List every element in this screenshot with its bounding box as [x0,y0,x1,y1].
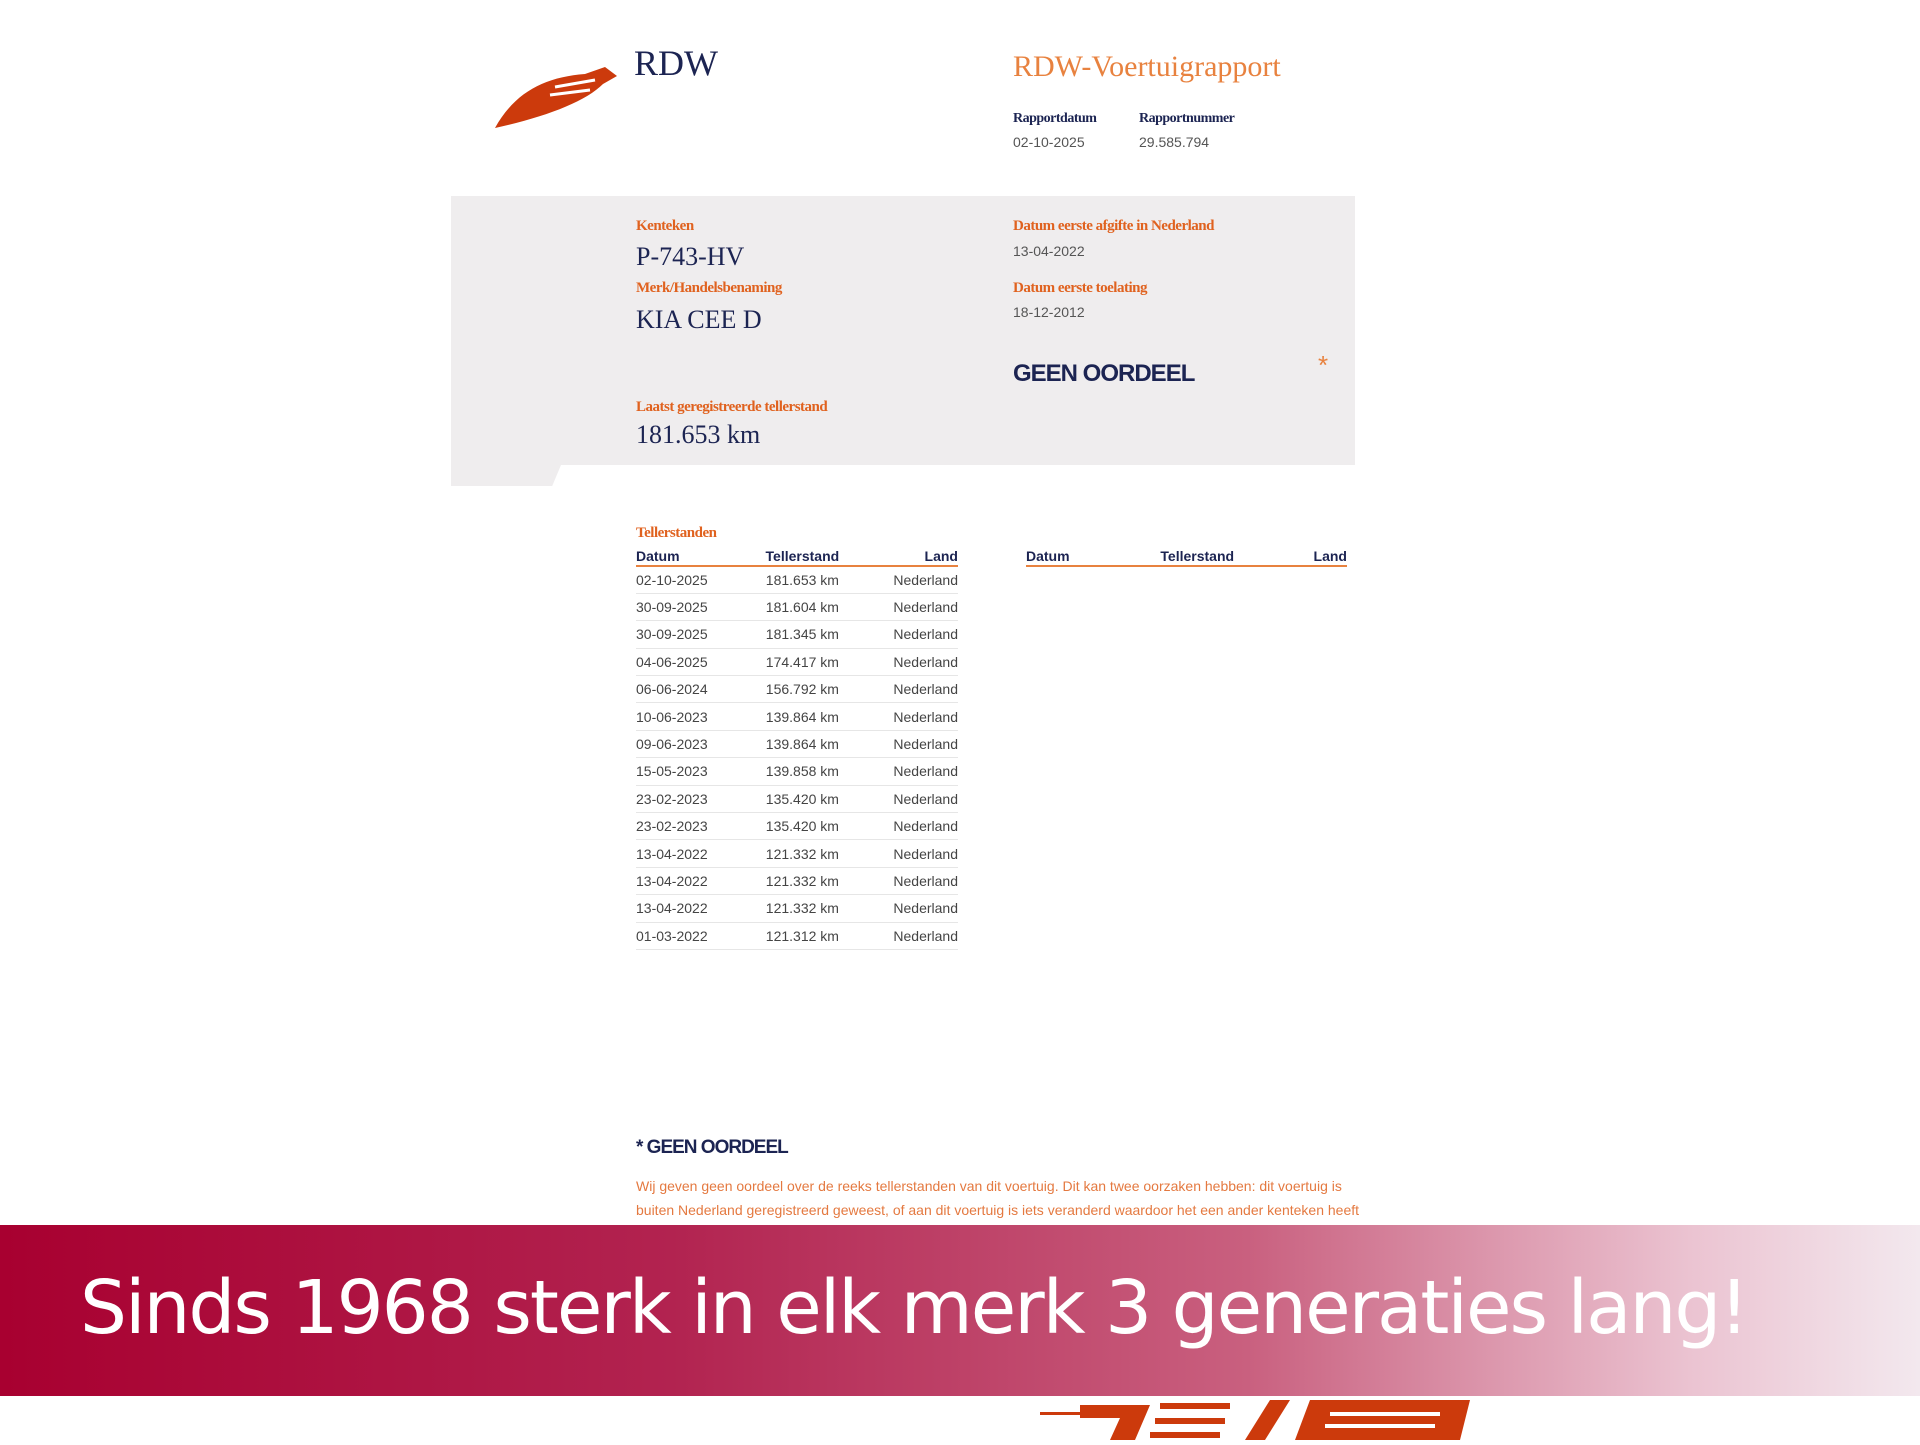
cell-date: 30-09-2025 [636,620,746,649]
table-row: 10-06-2023 139.864 km Nederland [636,702,958,731]
table-row: 13-04-2022 121.332 km Nederland [636,894,958,923]
cell-country: Nederland [858,922,958,950]
cell-date: 02-10-2025 [636,566,746,594]
dealer-logo-icon [1040,1400,1470,1445]
cell-country: Nederland [858,702,958,731]
slogan-banner [0,1225,1920,1396]
cell-country: Nederland [858,757,958,786]
cell-odo: 139.864 km [745,702,859,731]
cell-country: Nederland [858,785,958,814]
rdw-logo-icon [495,62,617,135]
cell-date: 04-06-2025 [636,648,746,677]
table-header: Datum Tellerstand Land [636,546,958,567]
cell-odo: 156.792 km [745,675,859,704]
table-row: 30-09-2025 181.345 km Nederland [636,620,958,649]
footnote-title: * GEEN OORDEEL [636,1137,789,1158]
col-odo: Tellerstand [745,546,859,567]
cell-odo: 121.332 km [745,894,859,923]
cell-country: Nederland [858,894,958,923]
cell-country: Nederland [858,812,958,841]
table-row: 13-04-2022 121.332 km Nederland [636,867,958,896]
plate-label: Kenteken [636,218,694,234]
cell-odo: 174.417 km [745,648,859,677]
verdict-mark: * [1318,350,1329,380]
report-date: 02-10-2025 [1013,134,1085,150]
odometer-title: Tellerstanden [636,525,717,541]
report-number: 29.585.794 [1139,134,1210,150]
cell-country: Nederland [858,620,958,649]
cell-odo: 121.332 km [745,867,859,896]
cell-date: 15-05-2023 [636,757,746,786]
logo-text: RDW [634,43,718,83]
cell-date: 10-06-2023 [636,702,746,731]
plate: P-743-HV [636,242,745,271]
table-header: Datum Tellerstand Land [1026,546,1347,567]
table-row: 30-09-2025 181.604 km Nederland [636,593,958,622]
verdict: GEEN OORDEEL [1013,360,1195,387]
cell-odo: 181.345 km [745,620,859,649]
cell-date: 06-06-2024 [636,675,746,704]
table-row: 04-06-2025 174.417 km Nederland [636,648,958,677]
col-date: Datum [636,546,746,567]
cell-date: 09-06-2023 [636,730,746,759]
cell-date: 13-04-2022 [636,839,746,868]
cell-date: 23-02-2023 [636,785,746,814]
report-number-label: Rapportnummer [1139,111,1235,126]
cell-country: Nederland [858,730,958,759]
report-date-label: Rapportdatum [1013,111,1097,126]
col-country: Land [1275,546,1347,567]
cell-date: 01-03-2022 [636,922,746,950]
table-row: 01-03-2022 121.312 km Nederland [636,922,958,950]
slogan-text: Sinds 1968 sterk in elk merk 3 generatie… [80,1265,1749,1351]
table-row: 23-02-2023 135.420 km Nederland [636,812,958,841]
table-row: 23-02-2023 135.420 km Nederland [636,785,958,814]
report-title: RDW-Voertuigrapport [1013,50,1281,83]
cell-country: Nederland [858,839,958,868]
table-row: 13-04-2022 121.332 km Nederland [636,839,958,868]
cell-odo: 139.858 km [745,757,859,786]
cell-odo: 121.312 km [745,922,859,950]
table-row: 15-05-2023 139.858 km Nederland [636,757,958,786]
odo: 181.653 km [636,420,761,449]
first-nl: 13-04-2022 [1013,243,1085,259]
cell-odo: 181.604 km [745,593,859,622]
cell-country: Nederland [858,593,958,622]
table-row: 06-06-2024 156.792 km Nederland [636,675,958,704]
first-adm-label: Datum eerste toelating [1013,280,1147,296]
make: KIA CEE D [636,305,762,334]
cell-odo: 139.864 km [745,730,859,759]
cell-odo: 181.653 km [745,566,859,594]
cell-date: 13-04-2022 [636,894,746,923]
cell-date: 23-02-2023 [636,812,746,841]
cell-country: Nederland [858,566,958,594]
odometer-table: Datum Tellerstand Land 02-10-2025 181.653… [636,546,958,950]
odo-label: Laatst geregistreerde tellerstand [636,399,828,415]
table-row: 02-10-2025 181.653 km Nederland [636,566,958,594]
cell-date: 13-04-2022 [636,867,746,896]
first-adm: 18-12-2012 [1013,304,1085,320]
vehicle-panel [451,196,1355,465]
cell-odo: 135.420 km [745,812,859,841]
panel-decoration [451,465,561,486]
col-odo: Tellerstand [1118,546,1276,567]
cell-country: Nederland [858,867,958,896]
cell-country: Nederland [858,675,958,704]
odometer-table-2: Datum Tellerstand Land [1026,546,1347,567]
table-row: 09-06-2023 139.864 km Nederland [636,730,958,759]
cell-country: Nederland [858,648,958,677]
make-label: Merk/Handelsbenaming [636,280,782,296]
cell-date: 30-09-2025 [636,593,746,622]
cell-odo: 135.420 km [745,785,859,814]
first-nl-label: Datum eerste afgifte in Nederland [1013,218,1214,234]
col-date: Datum [1026,546,1119,567]
col-country: Land [858,546,958,567]
cell-odo: 121.332 km [745,839,859,868]
